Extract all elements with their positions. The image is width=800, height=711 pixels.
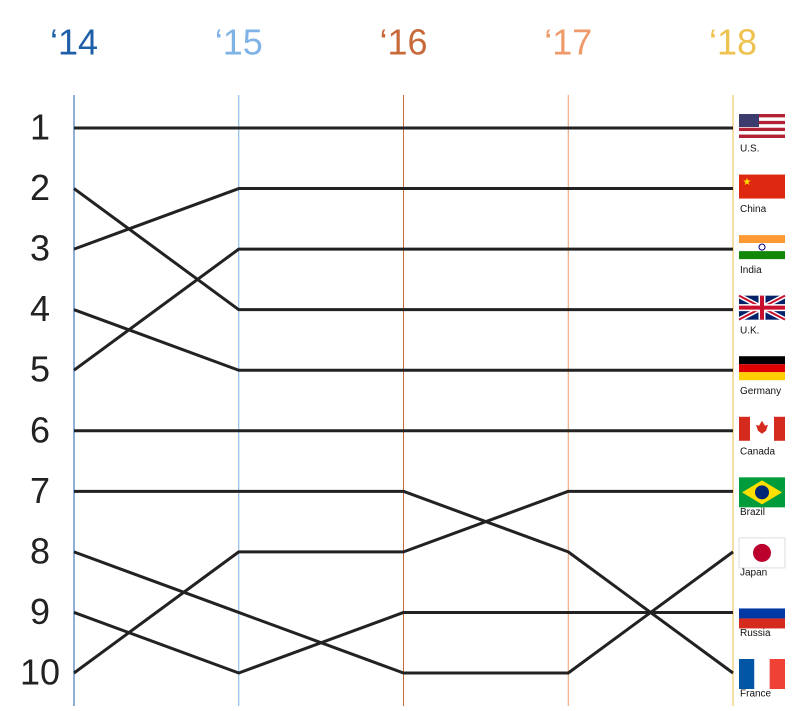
flag-part: [739, 356, 785, 365]
flag-part: ★: [743, 177, 752, 188]
flag-part: [739, 659, 755, 689]
flag: ★: [739, 174, 785, 199]
flag: [739, 659, 785, 689]
flag: [737, 293, 787, 322]
flag-part: [739, 598, 785, 609]
flag-part: [739, 416, 750, 441]
flag-part: [739, 608, 785, 619]
flag: [739, 114, 785, 138]
y-tick-label: 7: [30, 470, 50, 511]
flag-part: [739, 117, 785, 121]
flag-part: [739, 235, 785, 244]
flag-part: [739, 120, 785, 125]
flag-part: [739, 124, 785, 128]
flag-part: [739, 618, 785, 629]
y-tick-label: 6: [30, 409, 50, 450]
country-label: India: [740, 265, 762, 276]
year-label: ‘18: [709, 22, 757, 63]
flag: [739, 356, 785, 381]
flag: [739, 477, 785, 508]
flag-part: [739, 295, 785, 320]
flag-part: [739, 251, 785, 260]
year-label: ‘17: [544, 22, 592, 63]
rank-line: [73, 610, 733, 675]
flag-part: [755, 485, 769, 500]
rank-line: [73, 187, 733, 312]
country-label: France: [740, 689, 772, 700]
rank-line: [73, 187, 733, 251]
flag-part: [774, 416, 785, 441]
rank-line: [73, 308, 733, 372]
rank-line: [74, 489, 734, 675]
flag-part: [754, 659, 770, 689]
country-label: Germany: [740, 386, 781, 397]
y-tick-label: 4: [30, 288, 50, 329]
y-tick-label: 8: [30, 530, 50, 571]
country-label: U.K.: [740, 325, 759, 336]
flag-part: [739, 114, 759, 127]
country-label: Canada: [740, 446, 775, 457]
flag-part: [753, 543, 771, 562]
year-label: ‘15: [215, 22, 263, 63]
flag-part: [758, 243, 766, 251]
country-label: Russia: [740, 628, 771, 639]
flag-part: [756, 420, 768, 434]
flag: [739, 598, 785, 629]
year-label: ‘16: [379, 22, 427, 63]
flag-part: [739, 364, 785, 373]
flag-part: [739, 127, 785, 132]
flag-part: [739, 174, 785, 199]
y-tick-label: 10: [20, 652, 60, 693]
flag: [738, 537, 786, 569]
flag-part: [769, 659, 785, 689]
country-label: U.S.: [740, 144, 759, 155]
flag-part: [739, 372, 785, 381]
y-tick-label: 9: [30, 591, 50, 632]
y-tick-label: 1: [30, 107, 50, 148]
flag: [739, 416, 785, 441]
flag-part: [739, 134, 785, 138]
year-label: ‘14: [50, 22, 98, 63]
y-tick-label: 2: [30, 167, 50, 208]
rank-line: [73, 247, 733, 372]
flag-part: [739, 114, 785, 118]
rank-line: [73, 550, 734, 675]
country-label: Japan: [740, 568, 767, 579]
y-tick-label: 3: [30, 228, 50, 269]
country-label: China: [740, 204, 767, 215]
flag: [739, 235, 785, 260]
country-label: Brazil: [740, 507, 765, 518]
flag-part: [739, 131, 785, 135]
flag-part: [739, 243, 785, 252]
y-tick-label: 5: [30, 349, 50, 390]
